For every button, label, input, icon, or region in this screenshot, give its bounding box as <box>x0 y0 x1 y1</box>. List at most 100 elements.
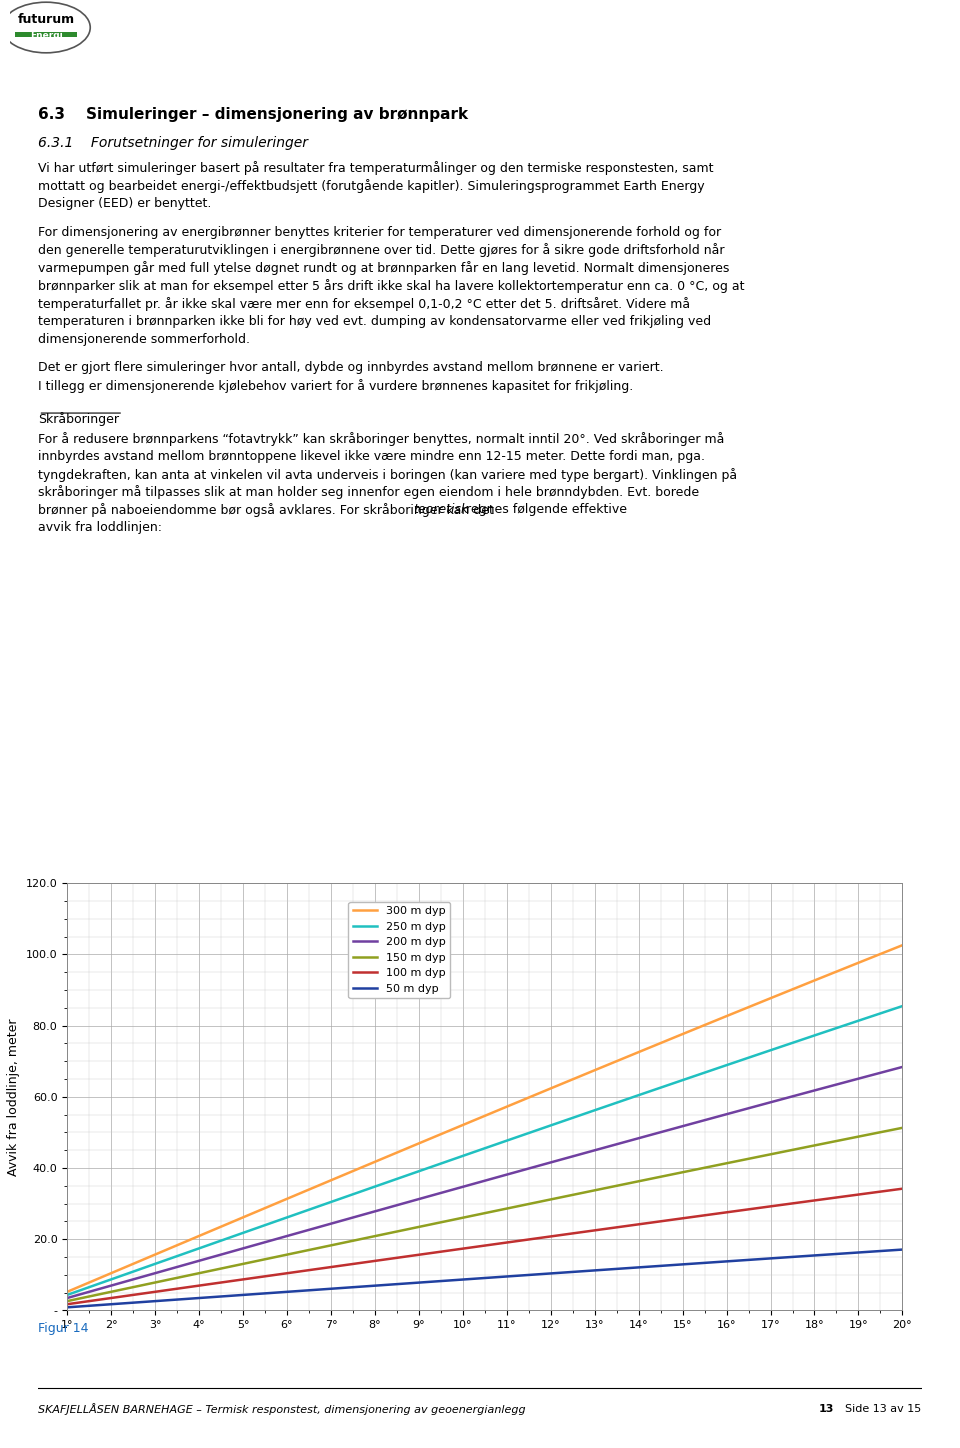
100 m dyp <box>370 1253 381 1270</box>
200 m dyp <box>457 1179 468 1196</box>
100 m dyp <box>106 1289 117 1306</box>
100 m dyp <box>457 1239 468 1257</box>
200 m dyp <box>237 1239 249 1257</box>
Text: mottatt og bearbeidet energi-/effektbudsjett (forutgående kapitler). Simulerings: mottatt og bearbeidet energi-/effektbuds… <box>38 180 705 194</box>
150 m dyp <box>61 1293 73 1310</box>
200 m dyp <box>370 1203 381 1221</box>
250 m dyp <box>765 1041 777 1058</box>
300 m dyp <box>150 1245 161 1263</box>
300 m dyp <box>808 972 820 989</box>
100 m dyp <box>501 1234 513 1251</box>
100 m dyp <box>545 1228 557 1245</box>
250 m dyp <box>106 1271 117 1289</box>
200 m dyp <box>281 1228 293 1245</box>
100 m dyp <box>61 1296 73 1313</box>
Text: temperaturen i brønnparken ikke bli for høy ved evt. dumping av kondensatorvarme: temperaturen i brønnparken ikke bli for … <box>38 316 711 327</box>
200 m dyp <box>633 1129 644 1147</box>
150 m dyp <box>588 1182 600 1199</box>
50 m dyp <box>61 1299 73 1316</box>
200 m dyp <box>325 1215 337 1232</box>
150 m dyp <box>370 1228 381 1245</box>
300 m dyp <box>765 989 777 1006</box>
250 m dyp <box>633 1086 644 1103</box>
200 m dyp <box>897 1058 908 1076</box>
150 m dyp <box>237 1255 249 1273</box>
Text: 6.3.1    Forutsetninger for simuleringer: 6.3.1 Forutsetninger for simuleringer <box>38 136 308 149</box>
200 m dyp <box>765 1093 777 1111</box>
50 m dyp <box>633 1258 644 1276</box>
Text: futurum: futurum <box>17 13 75 26</box>
150 m dyp <box>633 1173 644 1190</box>
Text: Skråboringer: Skråboringer <box>38 413 119 426</box>
Text: Energi: Energi <box>30 30 62 39</box>
Text: regnes følgende effektive: regnes følgende effektive <box>462 504 627 517</box>
50 m dyp <box>150 1293 161 1310</box>
250 m dyp <box>897 998 908 1015</box>
250 m dyp <box>852 1012 864 1030</box>
Text: innbyrdes avstand mellom brønntoppene likevel ikke være mindre enn 12-15 meter. : innbyrdes avstand mellom brønntoppene li… <box>38 450 706 463</box>
300 m dyp <box>852 954 864 972</box>
50 m dyp <box>501 1268 513 1286</box>
Text: For å redusere brønnparkens “fotavtrykk” kan skråboringer benyttes, normalt innt: For å redusere brønnparkens “fotavtrykk”… <box>38 432 725 446</box>
Text: dimensjonerende sommerforhold.: dimensjonerende sommerforhold. <box>38 333 251 346</box>
200 m dyp <box>545 1154 557 1171</box>
150 m dyp <box>106 1283 117 1300</box>
200 m dyp <box>106 1277 117 1295</box>
Text: teoretisk: teoretisk <box>413 504 468 517</box>
Text: For dimensjonering av energibrønner benyttes kriterier for temperaturer ved dime: For dimensjonering av energibrønner beny… <box>38 226 722 239</box>
50 m dyp <box>588 1261 600 1279</box>
Line: 300 m dyp: 300 m dyp <box>67 946 902 1292</box>
150 m dyp <box>150 1274 161 1292</box>
250 m dyp <box>61 1286 73 1303</box>
150 m dyp <box>765 1145 777 1163</box>
250 m dyp <box>150 1255 161 1273</box>
Text: temperaturfallet pr. år ikke skal være mer enn for eksempel 0,1-0,2 °C etter det: temperaturfallet pr. år ikke skal være m… <box>38 297 690 311</box>
50 m dyp <box>545 1264 557 1281</box>
200 m dyp <box>150 1264 161 1281</box>
Text: SKAFJELLÅSEN BARNEHAGE – Termisk responstest, dimensjonering av geoenergianlegg: SKAFJELLÅSEN BARNEHAGE – Termisk respons… <box>38 1403 526 1415</box>
Text: 13: 13 <box>818 1405 833 1415</box>
250 m dyp <box>545 1116 557 1134</box>
300 m dyp <box>237 1209 249 1226</box>
Legend: 300 m dyp, 250 m dyp, 200 m dyp, 150 m dyp, 100 m dyp, 50 m dyp: 300 m dyp, 250 m dyp, 200 m dyp, 150 m d… <box>348 902 450 998</box>
150 m dyp <box>325 1237 337 1254</box>
150 m dyp <box>413 1218 424 1235</box>
50 m dyp <box>852 1244 864 1261</box>
300 m dyp <box>588 1061 600 1079</box>
300 m dyp <box>545 1080 557 1098</box>
200 m dyp <box>677 1118 688 1135</box>
200 m dyp <box>852 1070 864 1087</box>
300 m dyp <box>677 1025 688 1043</box>
150 m dyp <box>501 1200 513 1218</box>
250 m dyp <box>370 1177 381 1195</box>
300 m dyp <box>281 1190 293 1208</box>
100 m dyp <box>325 1258 337 1276</box>
Text: skråboringer må tilpasses slik at man holder seg innenfor egen eiendom i hele br: skråboringer må tilpasses slik at man ho… <box>38 485 700 500</box>
250 m dyp <box>677 1072 688 1089</box>
300 m dyp <box>106 1264 117 1281</box>
Line: 100 m dyp: 100 m dyp <box>67 1189 902 1305</box>
50 m dyp <box>237 1286 249 1303</box>
150 m dyp <box>852 1128 864 1145</box>
300 m dyp <box>457 1116 468 1134</box>
150 m dyp <box>721 1154 732 1171</box>
200 m dyp <box>193 1253 204 1270</box>
150 m dyp <box>808 1137 820 1154</box>
50 m dyp <box>106 1296 117 1313</box>
250 m dyp <box>721 1057 732 1074</box>
300 m dyp <box>370 1153 381 1170</box>
Text: brønner på naboeiendomme bør også avklares. For skråboringer kan det: brønner på naboeiendomme bør også avklar… <box>38 504 498 517</box>
50 m dyp <box>193 1289 204 1306</box>
150 m dyp <box>897 1119 908 1137</box>
Text: I tillegg er dimensjonerende kjølebehov variert for å vurdere brønnenes kapasite: I tillegg er dimensjonerende kjølebehov … <box>38 379 634 392</box>
150 m dyp <box>677 1164 688 1182</box>
300 m dyp <box>633 1044 644 1061</box>
300 m dyp <box>61 1283 73 1300</box>
150 m dyp <box>281 1245 293 1263</box>
Text: varmepumpen går med full ytelse døgnet rundt og at brønnparken får en lang levet: varmepumpen går med full ytelse døgnet r… <box>38 261 730 275</box>
150 m dyp <box>545 1190 557 1208</box>
100 m dyp <box>413 1247 424 1264</box>
50 m dyp <box>325 1280 337 1297</box>
300 m dyp <box>193 1228 204 1245</box>
100 m dyp <box>721 1203 732 1221</box>
